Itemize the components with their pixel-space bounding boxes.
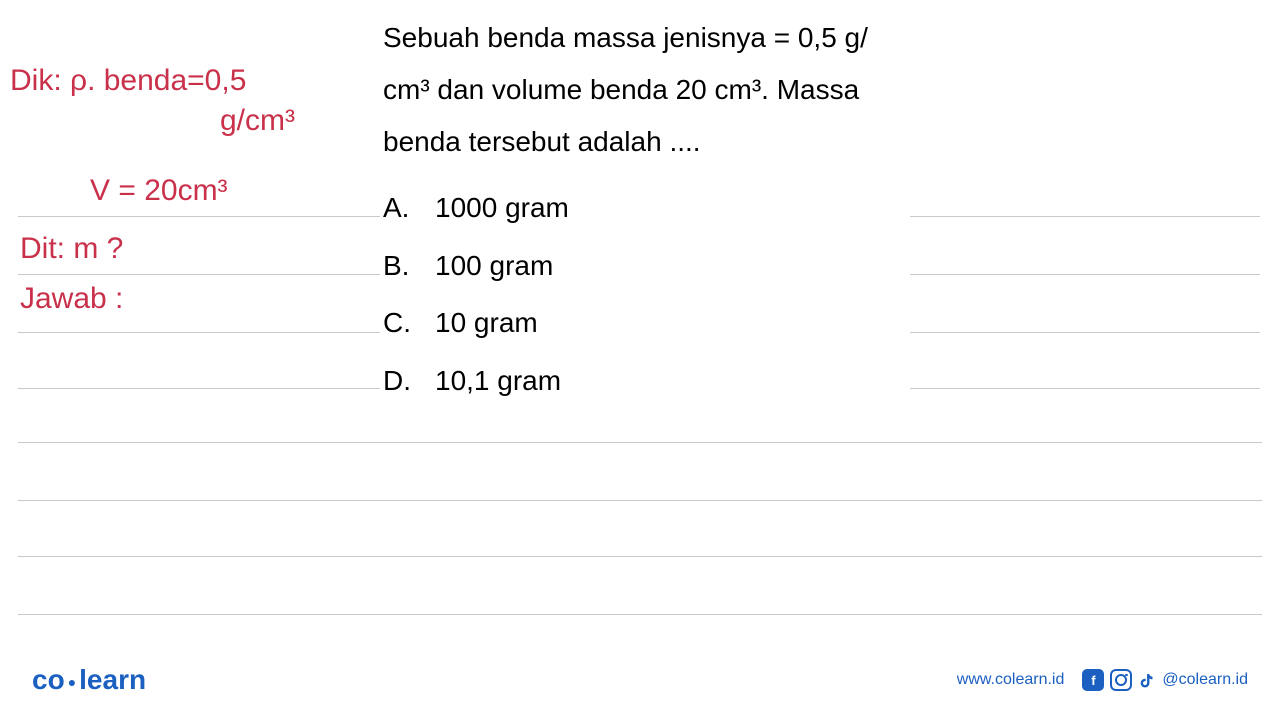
- ruled-line: [18, 614, 1262, 615]
- ruled-line: [18, 332, 380, 333]
- option-d: D. 10,1 gram: [383, 352, 903, 409]
- handwriting-jawab: Jawab :: [20, 278, 123, 320]
- question-text: Sebuah benda massa jenisnya = 0,5 g/ cm³…: [383, 12, 903, 167]
- handwriting-volume: V = 20cm³: [90, 170, 228, 212]
- option-text: 10,1 gram: [435, 352, 561, 409]
- option-text: 100 gram: [435, 237, 553, 294]
- ruled-line: [910, 388, 1260, 389]
- instagram-icon: [1110, 669, 1132, 691]
- footer: co●learn www.colearn.id f @colearn.id: [0, 664, 1280, 696]
- option-text: 10 gram: [435, 294, 538, 351]
- logo-part2: learn: [79, 664, 146, 695]
- handwriting-unit: g/cm³: [220, 100, 295, 142]
- logo-dot-icon: ●: [68, 674, 76, 690]
- page-root: Dik: ρ. benda=0,5 g/cm³ V = 20cm³ Dit: m…: [0, 0, 1280, 720]
- option-text: 1000 gram: [435, 179, 569, 236]
- ruled-line: [910, 274, 1260, 275]
- ruled-line: [18, 500, 1262, 501]
- question-line2: cm³ dan volume benda 20 cm³. Massa: [383, 74, 859, 105]
- social-handle: @colearn.id: [1162, 671, 1248, 689]
- option-letter: B.: [383, 237, 413, 294]
- ruled-line: [910, 216, 1260, 217]
- options-list: A. 1000 gram B. 100 gram C. 10 gram D. 1…: [383, 179, 903, 409]
- tiktok-icon: [1138, 670, 1156, 690]
- handwriting-dit: Dit: m ?: [20, 228, 123, 270]
- social-icons: f @colearn.id: [1082, 669, 1248, 691]
- handwriting-dik: Dik: ρ. benda=0,5: [10, 60, 246, 102]
- ruled-line: [18, 556, 1262, 557]
- ruled-line: [18, 442, 1262, 443]
- logo: co●learn: [32, 664, 146, 696]
- option-a: A. 1000 gram: [383, 179, 903, 236]
- footer-right: www.colearn.id f @colearn.id: [957, 669, 1248, 691]
- option-letter: C.: [383, 294, 413, 351]
- option-letter: A.: [383, 179, 413, 236]
- question-line1: Sebuah benda massa jenisnya = 0,5 g/: [383, 22, 868, 53]
- logo-part1: co: [32, 664, 65, 695]
- ruled-line: [18, 216, 380, 217]
- website-url: www.colearn.id: [957, 671, 1065, 689]
- ruled-line: [910, 332, 1260, 333]
- facebook-icon: f: [1082, 669, 1104, 691]
- ruled-line: [18, 274, 380, 275]
- ruled-line: [18, 388, 380, 389]
- question-line3: benda tersebut adalah ....: [383, 126, 701, 157]
- option-c: C. 10 gram: [383, 294, 903, 351]
- option-b: B. 100 gram: [383, 237, 903, 294]
- question-area: Sebuah benda massa jenisnya = 0,5 g/ cm³…: [383, 12, 903, 409]
- option-letter: D.: [383, 352, 413, 409]
